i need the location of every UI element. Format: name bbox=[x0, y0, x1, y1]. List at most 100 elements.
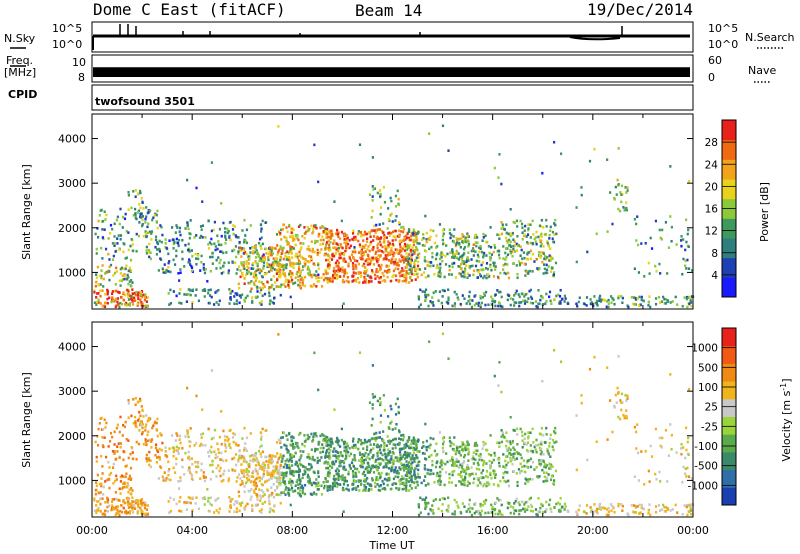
power-cell bbox=[254, 259, 257, 263]
power-cell bbox=[401, 247, 404, 251]
velocity-cell bbox=[307, 480, 310, 483]
velocity-cell bbox=[397, 405, 400, 409]
power-cell bbox=[277, 261, 280, 264]
velocity-cell bbox=[144, 512, 147, 516]
power-cell bbox=[261, 275, 264, 279]
power-cell bbox=[251, 301, 254, 304]
velocity-cell bbox=[363, 485, 366, 488]
velocity-cell bbox=[142, 442, 145, 446]
power-cell bbox=[133, 207, 137, 211]
power-cell bbox=[531, 270, 534, 273]
velocity-cell bbox=[483, 502, 486, 505]
velocity-cell bbox=[145, 508, 149, 511]
velocity-cell bbox=[355, 475, 358, 478]
power-cell bbox=[279, 258, 282, 262]
power-cell bbox=[484, 303, 487, 307]
power-cell bbox=[405, 252, 408, 255]
power-cell bbox=[367, 245, 370, 248]
power-cell bbox=[549, 259, 552, 262]
power-cell bbox=[324, 248, 327, 251]
power-cell bbox=[154, 238, 158, 242]
velocity-cell bbox=[312, 492, 315, 496]
velocity-cell bbox=[364, 467, 367, 471]
power-cell bbox=[113, 242, 116, 245]
velocity-cell bbox=[415, 446, 419, 450]
velocity-cell bbox=[392, 477, 396, 481]
power-cell bbox=[316, 252, 319, 255]
velocity-cell bbox=[316, 448, 319, 451]
velocity-cell bbox=[524, 477, 527, 481]
power-cell bbox=[393, 262, 396, 266]
power-cell bbox=[515, 301, 518, 305]
power-cell bbox=[552, 222, 556, 225]
velocity-cell bbox=[476, 444, 479, 447]
power-cell bbox=[267, 288, 270, 291]
power-cell bbox=[306, 247, 309, 251]
velocity-cell bbox=[337, 474, 340, 478]
power-cell bbox=[390, 231, 393, 235]
velocity-cell bbox=[188, 444, 191, 448]
power-cell bbox=[458, 243, 461, 246]
velocity-cell bbox=[99, 497, 102, 501]
power-cell bbox=[523, 299, 527, 303]
velocity-cell bbox=[563, 508, 566, 511]
power-cell bbox=[325, 276, 328, 280]
power-cell bbox=[279, 293, 282, 297]
velocity-cell bbox=[167, 473, 170, 477]
power-cell bbox=[277, 250, 280, 254]
power-cell bbox=[219, 266, 222, 270]
velocity-cell bbox=[93, 498, 96, 502]
nsky-tick-top: 10^5 bbox=[52, 22, 82, 35]
power-cell bbox=[135, 290, 138, 294]
power-cell bbox=[207, 243, 210, 246]
power-cell bbox=[282, 223, 285, 227]
velocity-cell bbox=[297, 476, 301, 479]
velocity-cell bbox=[441, 446, 444, 450]
power-cell bbox=[325, 272, 328, 275]
velocity-cell bbox=[356, 467, 359, 471]
velocity-cell bbox=[277, 438, 281, 442]
velocity-cell bbox=[396, 459, 399, 462]
power-cell bbox=[435, 266, 438, 270]
power-cell bbox=[96, 292, 99, 295]
velocity-cell bbox=[291, 455, 294, 458]
velocity-cell bbox=[366, 456, 369, 459]
velocity-cell bbox=[323, 461, 326, 465]
velocity-cell bbox=[148, 463, 151, 467]
power-cell bbox=[664, 220, 668, 224]
velocity-cell bbox=[335, 481, 338, 485]
velocity-cell bbox=[378, 489, 382, 492]
power-cell bbox=[355, 267, 358, 270]
power-cell bbox=[526, 257, 529, 261]
velocity-cell bbox=[235, 507, 238, 510]
power-cell bbox=[414, 232, 417, 235]
velocity-cell bbox=[421, 446, 424, 449]
power-cell bbox=[250, 267, 253, 270]
power-cell bbox=[96, 300, 99, 304]
power-cell bbox=[117, 234, 120, 237]
velocity-cell bbox=[387, 440, 390, 443]
power-cell bbox=[397, 229, 401, 232]
power-cell bbox=[235, 302, 239, 306]
velocity-cell bbox=[448, 476, 451, 480]
power-cell bbox=[261, 242, 264, 246]
power-cell bbox=[242, 261, 246, 264]
power-cell bbox=[497, 249, 501, 253]
power-cell bbox=[538, 224, 542, 228]
power-cell bbox=[368, 249, 371, 253]
power-cell bbox=[647, 300, 650, 304]
velocity-cell bbox=[400, 434, 403, 437]
velocity-cell bbox=[285, 444, 288, 448]
power-cell bbox=[319, 226, 322, 230]
power-cell bbox=[633, 296, 636, 299]
power-cell bbox=[457, 257, 460, 261]
velocity-cell bbox=[352, 444, 356, 447]
velocity-cell bbox=[249, 432, 252, 435]
power-cell bbox=[518, 301, 521, 304]
velocity-cell bbox=[269, 494, 272, 497]
power-cell bbox=[376, 246, 379, 250]
velocity-cell bbox=[383, 443, 386, 447]
power-cell bbox=[477, 269, 480, 272]
power-cell bbox=[529, 223, 532, 227]
power-cell bbox=[606, 158, 609, 161]
